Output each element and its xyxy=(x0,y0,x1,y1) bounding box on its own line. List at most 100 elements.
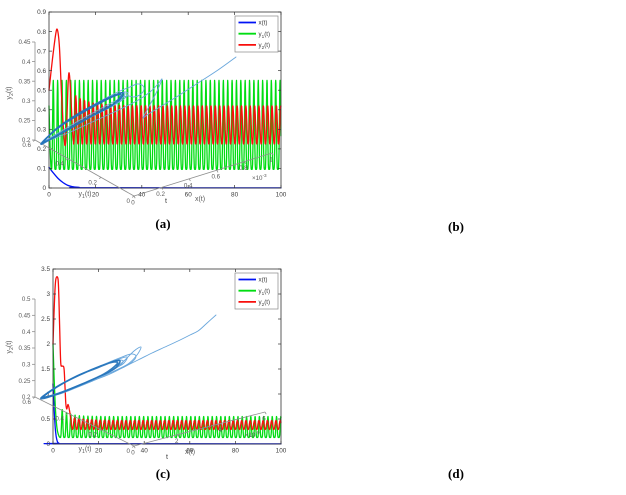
panel-a-caption: (a) xyxy=(155,216,171,231)
y-axis-line xyxy=(34,396,135,447)
y-tick-label: 0.9 xyxy=(37,9,46,16)
z-tick-label: 0.2 xyxy=(22,137,31,144)
legend-label: y1(t) xyxy=(259,31,271,39)
y-tick-label: 0.8 xyxy=(37,29,46,36)
x-tick-label: 6 xyxy=(262,416,266,423)
y-tick-label: 0.3 xyxy=(37,127,46,134)
y-tick xyxy=(65,158,69,161)
x-axis-label: t xyxy=(165,196,167,205)
x-tick-label: 0 xyxy=(131,200,135,207)
legend-label: x(t) xyxy=(259,20,268,27)
y-tick-label: 0.6 xyxy=(22,142,31,149)
x-tick-label: 20 xyxy=(92,192,100,199)
axes-3d xyxy=(32,298,267,449)
plot-c: 0 20 40 60 80 10000.511.522.533.5tx(t)y1(t)y2… xyxy=(41,266,287,461)
x-tick xyxy=(161,187,164,190)
trajectory-group xyxy=(40,314,217,400)
z-tick-label: 0.5 xyxy=(22,296,31,303)
panel-d-phase3d-plot: 0.5 0.45 0.4 0.35 0.3 0.25 0.2 y2(t) 0.6 0.4 0.2 0 y… xyxy=(6,296,267,457)
y-tick-label: 0 xyxy=(46,441,50,448)
trajectory-curve xyxy=(43,314,217,399)
y-tick-label: 0.5 xyxy=(37,87,46,94)
x-tick xyxy=(271,152,274,156)
x-tick-label: 0 xyxy=(51,448,55,455)
tick-marks xyxy=(48,11,282,189)
x-axis-label: x(t) xyxy=(195,196,205,203)
y-tick-label: 2.5 xyxy=(41,316,50,323)
x-tick-label: 0.2 xyxy=(156,191,165,198)
legend-label: x(t) xyxy=(259,277,268,284)
z-axis-label: y2(t) xyxy=(6,340,15,353)
z-tick-label: 0.2 xyxy=(22,394,31,401)
x-tick xyxy=(133,195,136,199)
panel-b-phase3d-plot: 0.45 0.4 0.35 0.3 0.25 0.2 y2(t) 0.6 0.4 0.2 0 y1(t… xyxy=(6,39,274,207)
series-y2t-line xyxy=(52,276,282,431)
y-tick-label: 0 xyxy=(42,185,46,192)
x-tick-label: 2 xyxy=(175,438,179,445)
trajectory-curve xyxy=(40,359,124,399)
x-axis-line xyxy=(133,152,273,197)
x-tick xyxy=(264,411,267,415)
y-tick xyxy=(98,429,102,432)
series-y2t-line xyxy=(48,28,282,147)
legend-label: y1(t) xyxy=(259,288,271,296)
trajectory-group xyxy=(40,56,237,145)
y-tick-label: 0.1 xyxy=(37,166,46,173)
legend: x(t) y1(t) y2(t) xyxy=(234,272,279,310)
x-tick-label: 40 xyxy=(141,448,149,455)
y-tick xyxy=(32,396,36,399)
x-tick-label: 60 xyxy=(186,448,194,455)
plot-d: 0.5 0.45 0.4 0.35 0.3 0.25 0.2 y2(t) 0.6 0.4 0.2 0 y… xyxy=(6,296,267,457)
z-tick-label: 0.45 xyxy=(18,39,31,46)
y-tick-label: 3 xyxy=(46,291,50,298)
y-tick xyxy=(65,413,69,416)
z-tick-label: 0.35 xyxy=(18,78,31,85)
x-tick-label: 100 xyxy=(276,192,287,199)
x-axis-line xyxy=(133,411,266,447)
x-tick xyxy=(216,170,219,173)
y-tick-label: 3.5 xyxy=(41,266,50,273)
y-tick-label: 1.5 xyxy=(41,366,50,373)
x-tick-label: 20 xyxy=(95,448,103,455)
y-tick-label: 0.4 xyxy=(55,161,64,168)
x-axis-label: t xyxy=(166,452,168,461)
y-tick-label: 0.6 xyxy=(22,399,31,406)
axes-box xyxy=(52,268,282,445)
x-tick-label: 0.6 xyxy=(211,174,220,181)
x-tick-label: 0.8 xyxy=(239,165,248,172)
legend: x(t) y1(t) y2(t) xyxy=(234,15,279,53)
y-tick-label: 0.2 xyxy=(37,146,46,153)
y-tick-label: 1 xyxy=(46,391,50,398)
y-axis-label: y1(t) xyxy=(78,191,91,200)
axes-3d xyxy=(32,41,274,199)
x-axis-exponent: ×10-9 xyxy=(245,430,260,439)
x-tick xyxy=(177,434,180,438)
z-axis-label: y2(t) xyxy=(6,86,15,99)
y-tick-label: 0.4 xyxy=(55,415,64,422)
x-tick-label: 0 xyxy=(131,450,135,457)
y-axis-line xyxy=(34,139,135,197)
x-tick-label: 1 xyxy=(269,157,273,164)
z-tick-label: 0.35 xyxy=(18,345,31,352)
x-tick xyxy=(188,178,191,182)
z-tick-label: 0.3 xyxy=(22,98,31,105)
x-tick-label: 0 xyxy=(47,192,51,199)
y-tick xyxy=(32,139,36,142)
x-axis-label: x(t) xyxy=(185,449,195,456)
trajectory-curve-dense-core xyxy=(40,91,124,145)
z-tick-label: 0.25 xyxy=(18,378,31,385)
trajectory-curve xyxy=(40,56,237,145)
x-tick-label: 60 xyxy=(185,192,193,199)
trajectory-curve-dense-core xyxy=(40,359,121,400)
y-tick-label: 0.6 xyxy=(37,68,46,75)
x-tick xyxy=(244,161,246,164)
panel-c-timeseries-plot: 0 20 40 60 80 10000.511.522.533.5tx(t)y1(t)y2… xyxy=(41,266,287,461)
y-tick xyxy=(98,177,102,180)
x-axis-exponent: ×10-3 xyxy=(252,173,267,182)
x-tick xyxy=(220,423,223,426)
panel-b-caption: (b) xyxy=(448,219,464,234)
z-tick-label: 0.45 xyxy=(18,313,31,320)
x-tick-label: 0.4 xyxy=(184,182,193,189)
y-tick-label: 0.4 xyxy=(37,107,46,114)
